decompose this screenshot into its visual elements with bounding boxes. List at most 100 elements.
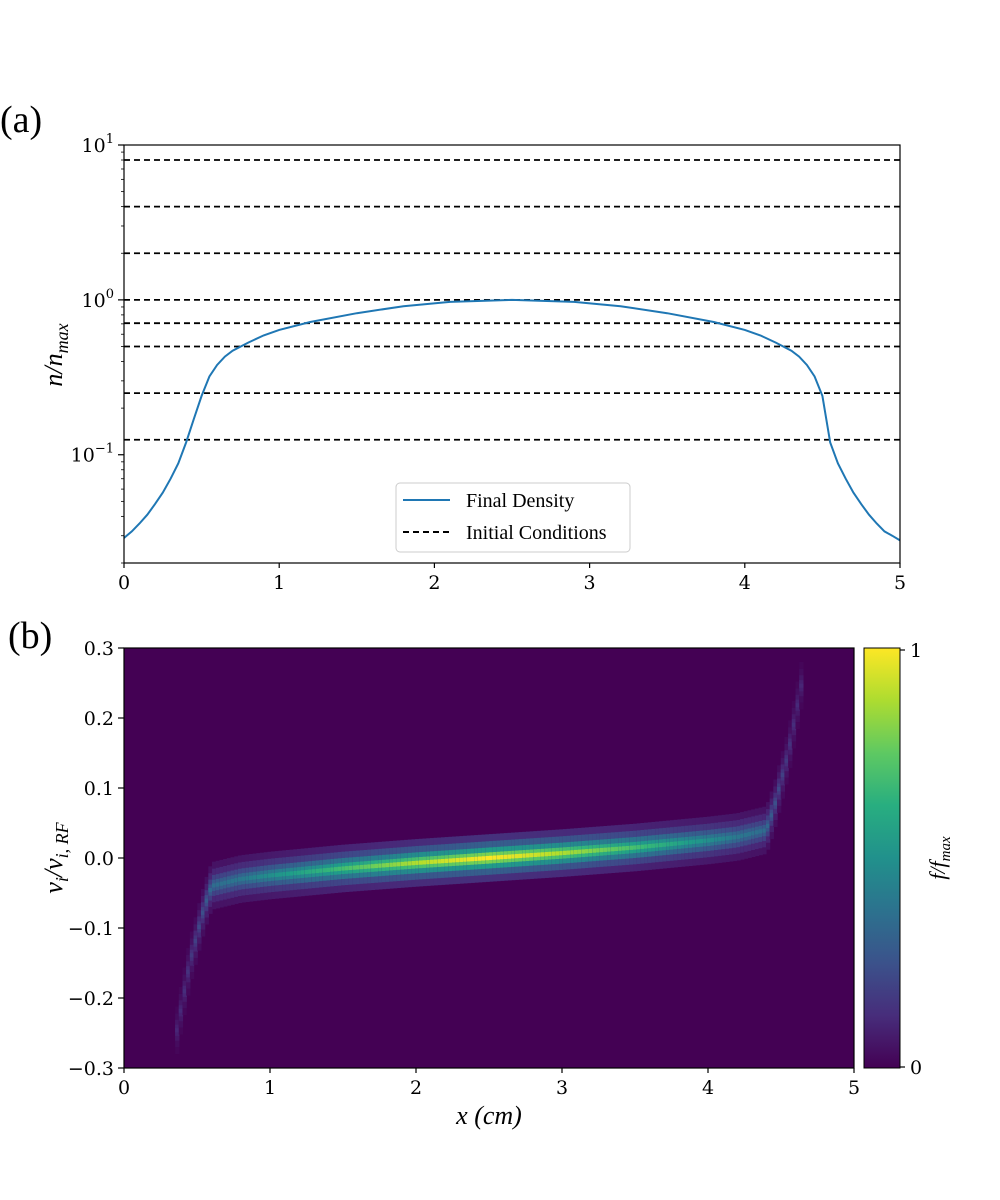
colorbar-label: f/fmax (925, 836, 954, 880)
heatmap-cell (289, 871, 294, 876)
heatmap-cell (352, 865, 357, 870)
heatmap-cell (396, 862, 401, 867)
heatmap-cell (260, 874, 265, 879)
heatmap-cell (762, 828, 767, 833)
heatmap-cell (481, 856, 486, 861)
panel-b-y-tick-label: 0.2 (84, 708, 114, 730)
heatmap-cell (629, 845, 634, 850)
heatmap-cell (315, 868, 320, 874)
panel-a-y-axis-label: n/nmax (39, 323, 72, 386)
panel-b-x-ticks: 0 1 2 3 4 5 (118, 1068, 860, 1099)
heatmap-cell (769, 813, 774, 818)
heatmap-cell (485, 856, 490, 861)
heatmap-cell (699, 839, 704, 844)
heatmap-cell (256, 874, 261, 880)
heatmap-cell (780, 772, 786, 778)
panel-a-y-tick-label: 100 (82, 287, 114, 312)
heatmap-cell (378, 863, 383, 868)
heatmap-cell (252, 875, 257, 880)
heatmap-cell (684, 840, 690, 845)
heatmap-cell (348, 865, 353, 871)
heatmap-cell (426, 859, 431, 865)
heatmap-cell (647, 844, 653, 849)
heatmap-cell (507, 854, 512, 859)
heatmap-cell (278, 872, 283, 877)
heatmap-cell (197, 924, 202, 930)
heatmap-cell (614, 846, 619, 852)
heatmap-cell (662, 842, 667, 847)
heatmap-cell (758, 829, 763, 834)
heatmap-cell (795, 703, 800, 708)
heatmap-cell (296, 870, 302, 875)
panel-b-y-axis-label: vi/vi, RF (39, 821, 72, 893)
heatmap-cell (330, 867, 335, 872)
panel-a-y-tick-label: 101 (82, 132, 114, 157)
heatmap-cell (500, 855, 505, 860)
heatmap-cell (367, 864, 372, 869)
panel-a-x-tick-label: 0 (118, 572, 130, 594)
heatmap-cell (429, 859, 435, 864)
heatmap-cell (773, 801, 778, 806)
heatmap-cell (175, 1028, 180, 1033)
heatmap-cell (706, 838, 712, 843)
heatmap-cell (444, 858, 449, 863)
heatmap-cell (555, 851, 560, 856)
heatmap-cell (603, 847, 608, 852)
heatmap-cell (182, 989, 187, 994)
heatmap-cell (304, 869, 309, 875)
heatmap-cell (215, 882, 221, 887)
heatmap-cell (522, 853, 527, 858)
heatmap-cell (540, 852, 545, 857)
heatmap-cell (385, 862, 390, 868)
heatmap-cell (271, 873, 276, 878)
heatmap-cell (747, 831, 752, 837)
panel-b-x-tick-label: 4 (702, 1077, 714, 1099)
heatmap-cell (621, 846, 627, 851)
heatmap-cell (754, 830, 760, 835)
heatmap-cell (673, 841, 678, 846)
panel-a-x-tick-label: 2 (428, 572, 440, 594)
heatmap-cell (189, 953, 195, 958)
heatmap-cell (226, 879, 232, 885)
panel-b-x-tick-label: 5 (848, 1077, 860, 1099)
heatmap-cell (263, 873, 269, 879)
heatmap-cell (751, 831, 756, 836)
heatmap-cell (717, 836, 723, 842)
heatmap-cell (422, 860, 427, 865)
heatmap-cell (548, 851, 553, 857)
heatmap-cell (736, 834, 741, 839)
heatmap-cell (562, 850, 568, 855)
heatmap-cell (219, 881, 224, 886)
heatmap-cell (511, 854, 516, 859)
heatmap-cell (389, 862, 394, 867)
heatmap-cell (681, 840, 686, 846)
heatmap-cell (573, 849, 579, 855)
heatmap-cell (237, 877, 243, 882)
heatmap-cell (644, 844, 649, 849)
heatmap-cell (433, 859, 438, 864)
heatmap-cell (710, 837, 715, 843)
heatmap-cell (743, 832, 749, 838)
heatmap-cell (370, 864, 376, 869)
heatmap-cell (186, 969, 191, 974)
heatmap-cell (596, 848, 601, 853)
heatmap-cell (714, 837, 719, 842)
heatmap-cell (599, 847, 605, 853)
heatmap-cell (725, 836, 730, 841)
heatmap-cell (703, 838, 708, 843)
panel-b-y-tick-label: 0.0 (84, 848, 114, 870)
heatmap-cell (791, 722, 797, 727)
heatmap-cell (503, 854, 509, 859)
heatmap-cell (337, 866, 342, 871)
heatmap-cell (607, 847, 612, 852)
panel-b-y-tick-label: 0.3 (84, 638, 114, 660)
heatmap-cell (544, 852, 549, 857)
panel-b-x-tick-label: 3 (556, 1077, 568, 1099)
heatmap-cell (559, 851, 564, 856)
heatmap-cell (463, 857, 468, 862)
heatmap-cell (452, 858, 457, 863)
legend-box (395, 482, 631, 553)
heatmap-cell (322, 868, 328, 873)
heatmap-cell (392, 862, 398, 867)
heatmap-cell (655, 843, 660, 848)
